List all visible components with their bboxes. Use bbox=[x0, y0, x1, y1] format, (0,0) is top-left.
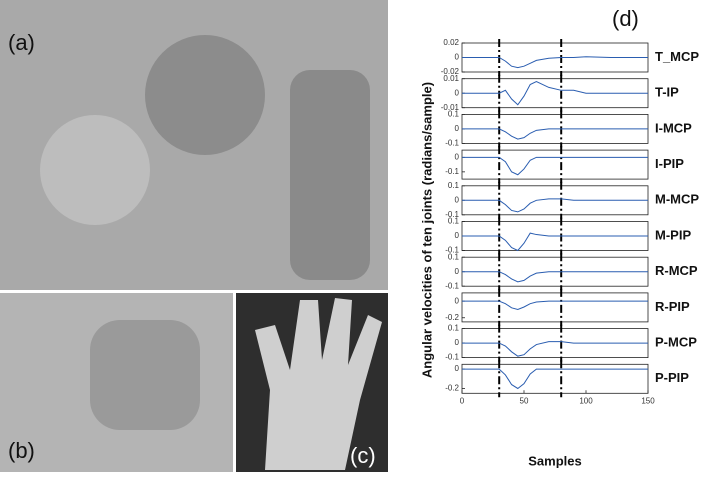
x-tick-label: 0 bbox=[460, 396, 465, 405]
x-tick-label: 150 bbox=[641, 396, 655, 405]
subplot-title: I-MCP bbox=[655, 120, 692, 135]
y-tick-label: 0 bbox=[455, 124, 460, 133]
glove-shape bbox=[290, 70, 370, 280]
subplot-title: P-PIP bbox=[655, 370, 689, 385]
y-tick-label: -0.2 bbox=[445, 384, 459, 393]
subplot-title: T-IP bbox=[655, 85, 679, 100]
y-tick-label: 0 bbox=[455, 231, 460, 240]
y-tick-label: 0.1 bbox=[448, 110, 460, 119]
panel-label: (b) bbox=[8, 438, 35, 463]
y-tick-label: 0 bbox=[455, 88, 460, 97]
data-line bbox=[462, 129, 648, 139]
y-tick-label: 0 bbox=[455, 152, 460, 161]
data-line bbox=[462, 342, 648, 357]
ball-shape bbox=[40, 115, 150, 225]
y-tick-label: 0.1 bbox=[448, 217, 460, 226]
y-tick-label: 0 bbox=[455, 267, 460, 276]
gloved-hand-shape bbox=[90, 320, 200, 430]
y-tick-label: 0.1 bbox=[448, 324, 460, 333]
y-tick-label: 0 bbox=[455, 53, 460, 62]
subplot-title: I-PIP bbox=[655, 156, 684, 171]
y-axis-label: Angular velocities of ten joints (radian… bbox=[419, 82, 434, 378]
subplot-title: R-MCP bbox=[655, 263, 698, 278]
data-line bbox=[462, 199, 648, 212]
subplot-title: R-PIP bbox=[655, 299, 690, 314]
data-line bbox=[462, 82, 648, 105]
x-tick-label: 100 bbox=[579, 396, 593, 405]
y-tick-label: -0.1 bbox=[445, 353, 459, 362]
y-tick-label: 0 bbox=[455, 296, 460, 305]
y-tick-label: 0.02 bbox=[443, 38, 459, 47]
data-line bbox=[462, 233, 648, 250]
y-tick-label: 0.1 bbox=[448, 252, 460, 261]
x-tick-label: 50 bbox=[520, 396, 529, 405]
subplot-title: M-MCP bbox=[655, 192, 699, 207]
subplot-title: P-MCP bbox=[655, 335, 697, 350]
data-line bbox=[462, 369, 648, 388]
subplot-title: M-PIP bbox=[655, 227, 691, 242]
y-tick-label: 0.1 bbox=[448, 181, 460, 190]
y-tick-label: 0.01 bbox=[443, 74, 459, 83]
y-tick-label: -0.1 bbox=[445, 281, 459, 290]
figure: (a) (b) (c) (d) Angular velocities of te… bbox=[0, 0, 720, 472]
y-tick-label: 0 bbox=[455, 195, 460, 204]
x-axis-label: Samples bbox=[528, 453, 581, 468]
panel-label: (d) bbox=[612, 6, 639, 31]
stacking-toy-shape bbox=[145, 35, 265, 155]
data-line bbox=[462, 301, 648, 309]
y-tick-label: 0 bbox=[455, 364, 460, 373]
y-tick-label: -0.1 bbox=[445, 167, 459, 176]
y-tick-label: 0 bbox=[455, 338, 460, 347]
data-line bbox=[462, 57, 648, 68]
panel-label: (a) bbox=[8, 30, 35, 55]
y-tick-label: -0.2 bbox=[445, 313, 459, 322]
panel-label: (c) bbox=[350, 443, 376, 468]
data-line bbox=[462, 157, 648, 174]
y-tick-label: -0.1 bbox=[445, 139, 459, 148]
subplot-title: T_MCP bbox=[655, 49, 699, 64]
axes-frame bbox=[462, 293, 648, 322]
axes-frame bbox=[462, 150, 648, 179]
data-line bbox=[462, 272, 648, 282]
